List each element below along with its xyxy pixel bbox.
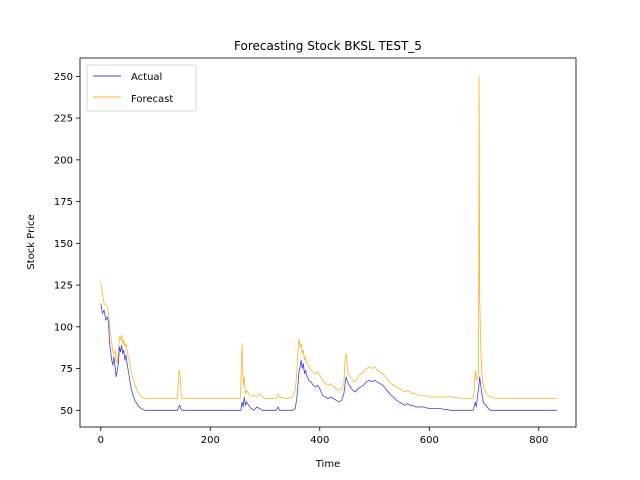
x-tick-label: 200 [201, 435, 220, 446]
x-tick-label: 600 [420, 435, 439, 446]
x-tick-label: 800 [529, 435, 548, 446]
y-tick-label: 150 [54, 239, 73, 250]
series-line-forecast [100, 75, 557, 400]
series-line-actual [100, 303, 557, 411]
x-axis-label: Time [315, 459, 340, 470]
y-tick-label: 225 [54, 114, 73, 125]
plot-frame [79, 57, 577, 428]
y-tick-label: 50 [60, 406, 73, 417]
y-tick-label: 250 [54, 72, 73, 83]
y-axis-label: Stock Price [26, 214, 37, 269]
legend-label-actual: Actual [131, 72, 162, 83]
legend: Actual Forecast [86, 64, 197, 112]
legend-label-forecast: Forecast [131, 94, 173, 105]
y-tick-label: 100 [54, 322, 73, 333]
chart-title: Forecasting Stock BKSL TEST_5 [234, 39, 422, 53]
y-tick-label: 75 [60, 364, 73, 375]
y-tick-label: 200 [54, 155, 73, 166]
x-tick-label: 400 [310, 435, 329, 446]
x-tick-label: 0 [98, 435, 104, 446]
y-tick-label: 125 [54, 281, 73, 292]
y-tick-label: 175 [54, 197, 73, 208]
